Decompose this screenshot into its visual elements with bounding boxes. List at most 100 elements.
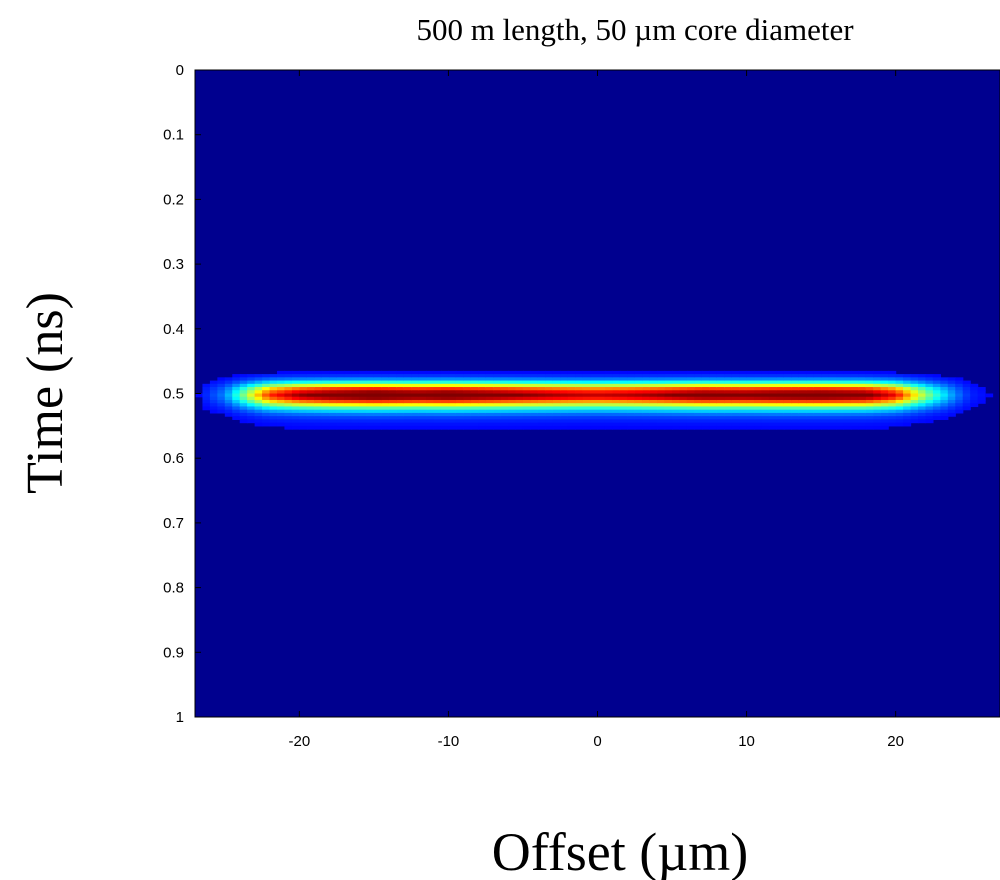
heatmap-cell bbox=[366, 412, 375, 417]
heatmap-cell bbox=[649, 412, 658, 417]
heatmap-cell bbox=[478, 422, 487, 427]
heatmap-cell bbox=[821, 399, 830, 404]
heatmap-cell bbox=[239, 412, 248, 417]
heatmap-cell bbox=[522, 425, 532, 430]
heatmap-cell bbox=[254, 406, 263, 411]
heatmap-cell bbox=[284, 399, 293, 404]
heatmap-cell bbox=[545, 419, 554, 424]
heatmap-cell bbox=[701, 406, 710, 411]
heatmap-cell bbox=[627, 387, 636, 391]
heatmap-cell bbox=[701, 403, 710, 408]
heatmap-cell bbox=[850, 422, 859, 427]
heatmap-cell bbox=[843, 409, 852, 414]
heatmap-cell bbox=[798, 419, 807, 424]
heatmap-cell bbox=[530, 370, 539, 375]
heatmap-cell bbox=[791, 406, 800, 411]
heatmap-cell bbox=[806, 425, 815, 430]
heatmap-cell bbox=[612, 374, 621, 378]
heatmap-cell bbox=[560, 383, 569, 388]
y-tick-label: 0.6 bbox=[163, 450, 184, 467]
heatmap-cell bbox=[903, 416, 912, 420]
heatmap-cell bbox=[440, 412, 450, 417]
heatmap-cell bbox=[694, 406, 703, 411]
heatmap-cell bbox=[306, 396, 315, 401]
heatmap-cell bbox=[500, 406, 509, 411]
heatmap-cell bbox=[582, 374, 591, 378]
heatmap-cell bbox=[791, 412, 800, 417]
heatmap-cell bbox=[336, 419, 345, 424]
heatmap-cell bbox=[709, 403, 718, 408]
heatmap-cell bbox=[329, 406, 338, 411]
heatmap-cell bbox=[493, 409, 502, 414]
heatmap-cell bbox=[284, 383, 293, 388]
heatmap-cell bbox=[836, 377, 845, 382]
heatmap-cell bbox=[679, 409, 688, 414]
heatmap-cell bbox=[291, 370, 300, 375]
heatmap-cell bbox=[269, 396, 278, 401]
heatmap-cell bbox=[455, 390, 464, 395]
heatmap-cell bbox=[649, 377, 658, 382]
heatmap-cell bbox=[500, 390, 509, 395]
heatmap-cell bbox=[918, 393, 927, 398]
heatmap-cell bbox=[828, 380, 837, 385]
heatmap-cell bbox=[306, 383, 315, 388]
heatmap-cell bbox=[642, 374, 651, 378]
heatmap-cell bbox=[590, 374, 599, 378]
heatmap-cell bbox=[329, 416, 338, 420]
heatmap-cell bbox=[515, 370, 524, 375]
heatmap-cell bbox=[448, 370, 457, 375]
heatmap-cell bbox=[433, 383, 442, 388]
heatmap-cell bbox=[612, 409, 621, 414]
heatmap-cell bbox=[850, 387, 859, 391]
heatmap-cell bbox=[515, 393, 524, 398]
heatmap-cell bbox=[388, 419, 397, 424]
heatmap-cell bbox=[880, 412, 889, 417]
heatmap-cell bbox=[537, 390, 546, 395]
heatmap-cell bbox=[731, 425, 740, 430]
heatmap-cell bbox=[739, 383, 748, 388]
heatmap-cell bbox=[530, 425, 539, 430]
heatmap-cell bbox=[440, 416, 450, 420]
heatmap-cell bbox=[910, 399, 919, 404]
heatmap-cell bbox=[888, 416, 897, 420]
heatmap-cell bbox=[627, 412, 636, 417]
heatmap-cell bbox=[657, 399, 666, 404]
heatmap-cell bbox=[858, 422, 867, 427]
heatmap-cell bbox=[880, 387, 889, 391]
heatmap-cell bbox=[679, 383, 688, 388]
heatmap-cell bbox=[940, 399, 949, 404]
heatmap-cell bbox=[657, 383, 666, 388]
heatmap-cell bbox=[209, 387, 218, 391]
heatmap-cell bbox=[865, 403, 874, 408]
heatmap-cell bbox=[731, 374, 740, 378]
heatmap-cell bbox=[396, 416, 405, 420]
heatmap-cell bbox=[739, 403, 748, 408]
heatmap-cell bbox=[411, 374, 420, 378]
heatmap-cell bbox=[850, 380, 859, 385]
heatmap-cell bbox=[276, 403, 286, 408]
heatmap-cell bbox=[396, 374, 405, 378]
heatmap-cell bbox=[783, 409, 792, 414]
heatmap-cell bbox=[903, 399, 912, 404]
heatmap-cell bbox=[493, 425, 502, 430]
x-tick-label: -10 bbox=[438, 733, 460, 750]
heatmap-cell bbox=[276, 370, 286, 375]
heatmap-cell bbox=[694, 419, 703, 424]
heatmap-cell bbox=[590, 422, 599, 427]
heatmap-cell bbox=[791, 374, 800, 378]
heatmap-cell bbox=[836, 409, 845, 414]
heatmap-cell bbox=[582, 393, 591, 398]
heatmap-cell bbox=[254, 387, 263, 391]
heatmap-cell bbox=[850, 412, 859, 417]
heatmap-cell bbox=[828, 393, 837, 398]
heatmap-cell bbox=[336, 377, 345, 382]
heatmap-cell bbox=[366, 380, 375, 385]
heatmap-cell bbox=[202, 393, 211, 398]
heatmap-cell bbox=[217, 377, 226, 382]
heatmap-cell bbox=[552, 374, 561, 378]
heatmap-cell bbox=[806, 377, 815, 382]
heatmap-cell bbox=[209, 406, 218, 411]
heatmap-cell bbox=[679, 412, 688, 417]
heatmap-cell bbox=[903, 403, 912, 408]
heatmap-cell bbox=[500, 370, 509, 375]
